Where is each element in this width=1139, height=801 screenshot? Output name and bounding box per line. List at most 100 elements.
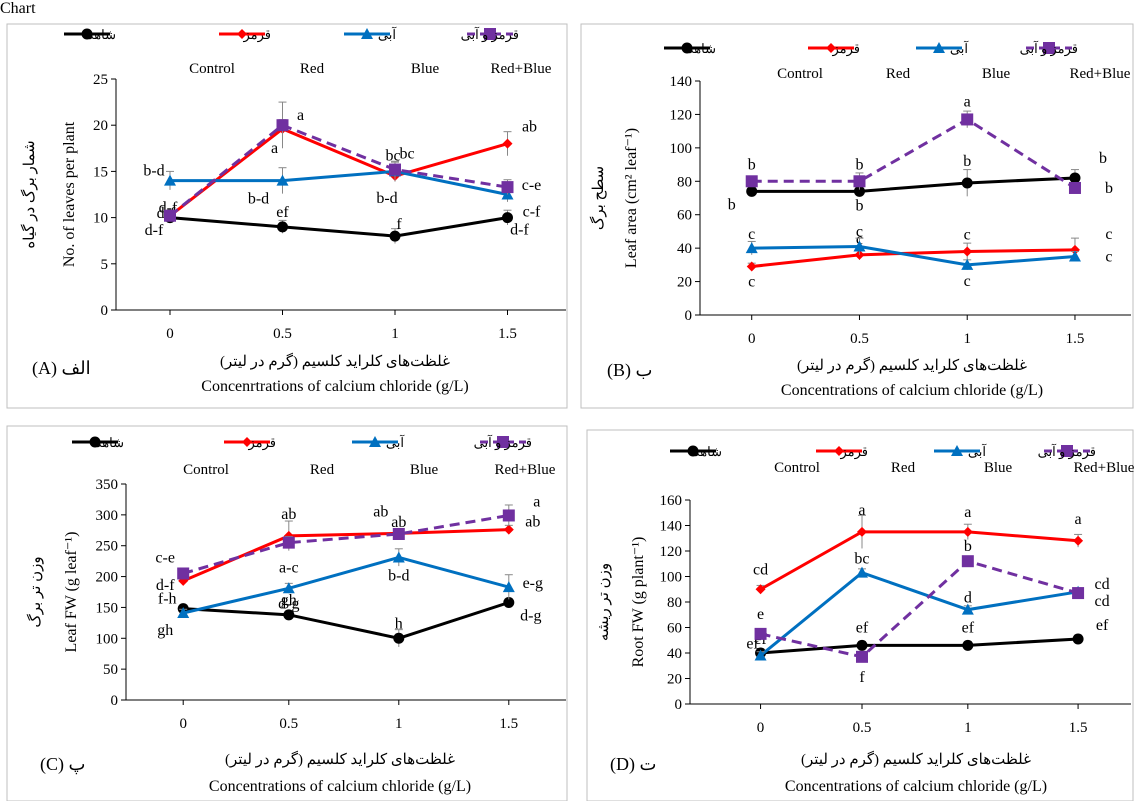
significance-label: a [964, 504, 971, 521]
y-tick-label: 0 [111, 693, 119, 709]
significance-label: b [963, 153, 971, 170]
legend-label-en: Control [183, 462, 229, 478]
significance-label: b-d [388, 567, 409, 584]
data-point [282, 536, 295, 549]
y-tick-label: 120 [660, 544, 683, 560]
y-axis-label-en: Leaf area (cm² leaf⁻¹) [623, 128, 640, 268]
legend-marker [687, 445, 699, 457]
legend-label-fa: شاهد [687, 41, 716, 56]
significance-label: d-f [510, 222, 529, 239]
significance-label: cd [753, 561, 768, 578]
significance-label: c [964, 273, 971, 290]
chart-panel-2: 02040608010012014000.511.5bbbbccccccccbb… [580, 23, 1134, 409]
significance-label: ab [522, 119, 537, 136]
legend-label-fa: شاهد [95, 435, 124, 450]
x-tick-label: 0.5 [279, 716, 298, 732]
x-tick-label: 1.5 [1069, 720, 1088, 736]
panel-frame [586, 429, 1134, 801]
series-line [169, 123, 508, 217]
x-axis-label-fa: غلظت‌های کلراید کلسیم (گرم در لیتر) [797, 356, 1027, 374]
data-point [501, 181, 514, 194]
data-point [502, 212, 513, 224]
x-tick-label: 1 [964, 720, 972, 736]
legend-label-en: Red [891, 460, 916, 476]
data-point [853, 240, 866, 252]
y-tick-label: 100 [96, 631, 119, 647]
significance-label: b [748, 156, 756, 173]
significance-label: ab [391, 514, 406, 531]
significance-label: d-f [156, 577, 175, 594]
x-tick-label: 1 [395, 716, 403, 732]
y-tick-label: 60 [677, 208, 692, 224]
data-point [389, 163, 401, 176]
data-point [855, 650, 868, 663]
legend-label-fa: آبی [968, 443, 987, 459]
data-point [1073, 535, 1084, 546]
legend-marker [933, 42, 945, 53]
y-tick-label: 0 [685, 308, 693, 324]
data-point [856, 639, 868, 651]
panel-frame [6, 23, 568, 409]
legend-marker [497, 436, 509, 448]
y-tick-label: 100 [670, 141, 693, 157]
significance-label: a [271, 140, 278, 157]
significance-label: b [855, 197, 863, 214]
legend-label-en: Red [310, 462, 335, 478]
significance-label: c [748, 274, 755, 291]
x-tick-label: 0.5 [273, 326, 292, 342]
x-tick-label: 1.5 [499, 716, 518, 732]
data-point [754, 649, 767, 661]
data-point [177, 606, 190, 618]
panel-label: (A) الف [32, 358, 91, 379]
x-axis-label-fa: غلظت‌های کلراید کلسیم (گرم در لیتر) [801, 750, 1031, 768]
data-point [282, 582, 295, 594]
series-redblue: d-f a bc c-e [145, 101, 541, 239]
series-line [759, 530, 1079, 591]
series-blue: b-d b-d bc c-f [143, 147, 541, 220]
legend-marker [484, 28, 496, 40]
panel-label: (C) پ [40, 754, 85, 775]
significance-label: b-d [376, 190, 397, 207]
significance-label: d-g [520, 607, 541, 624]
data-point [393, 632, 405, 644]
series-line [759, 570, 1079, 657]
significance-label: cd [1095, 593, 1110, 610]
x-axis-label-en: Concentrations of calcium chloride (g/L) [209, 778, 471, 795]
legend-marker [89, 436, 101, 448]
data-point [856, 526, 867, 537]
significance-label: b [1105, 180, 1113, 197]
data-point [283, 609, 295, 621]
significance-label: ef [1096, 617, 1109, 634]
significance-label: d-f [145, 222, 164, 239]
y-tick-label: 40 [677, 241, 692, 257]
y-axis-label-en: Leaf FW (g leaf⁻¹) [63, 532, 80, 653]
y-tick-label: 60 [667, 621, 682, 637]
significance-label: b-d [143, 163, 164, 180]
y-tick-label: 40 [667, 646, 682, 662]
data-point [855, 566, 868, 578]
significance-label: b-d [248, 191, 269, 208]
legend-marker [681, 42, 693, 54]
legend-label-fa: آبی [950, 40, 969, 56]
significance-label: f [396, 216, 402, 233]
significance-label: ef [856, 619, 869, 636]
data-point [1072, 633, 1084, 645]
series-line [182, 555, 510, 615]
x-tick-label: 1.5 [1066, 331, 1085, 347]
legend-label-fa: شاهد [693, 444, 722, 459]
series-line [751, 176, 1076, 193]
y-tick-label: 20 [667, 672, 682, 688]
data-point [746, 185, 758, 197]
legend-label-fa: آبی [386, 434, 405, 450]
legend-label-fa: شاهد [87, 27, 116, 42]
significance-label: bc [385, 147, 400, 164]
data-point [962, 246, 973, 257]
panel-label: (D) ت [610, 754, 656, 775]
data-point [962, 526, 973, 537]
data-point [1069, 172, 1081, 184]
y-tick-label: 140 [670, 74, 693, 90]
y-tick-label: 25 [93, 72, 108, 88]
series-line [169, 216, 508, 238]
